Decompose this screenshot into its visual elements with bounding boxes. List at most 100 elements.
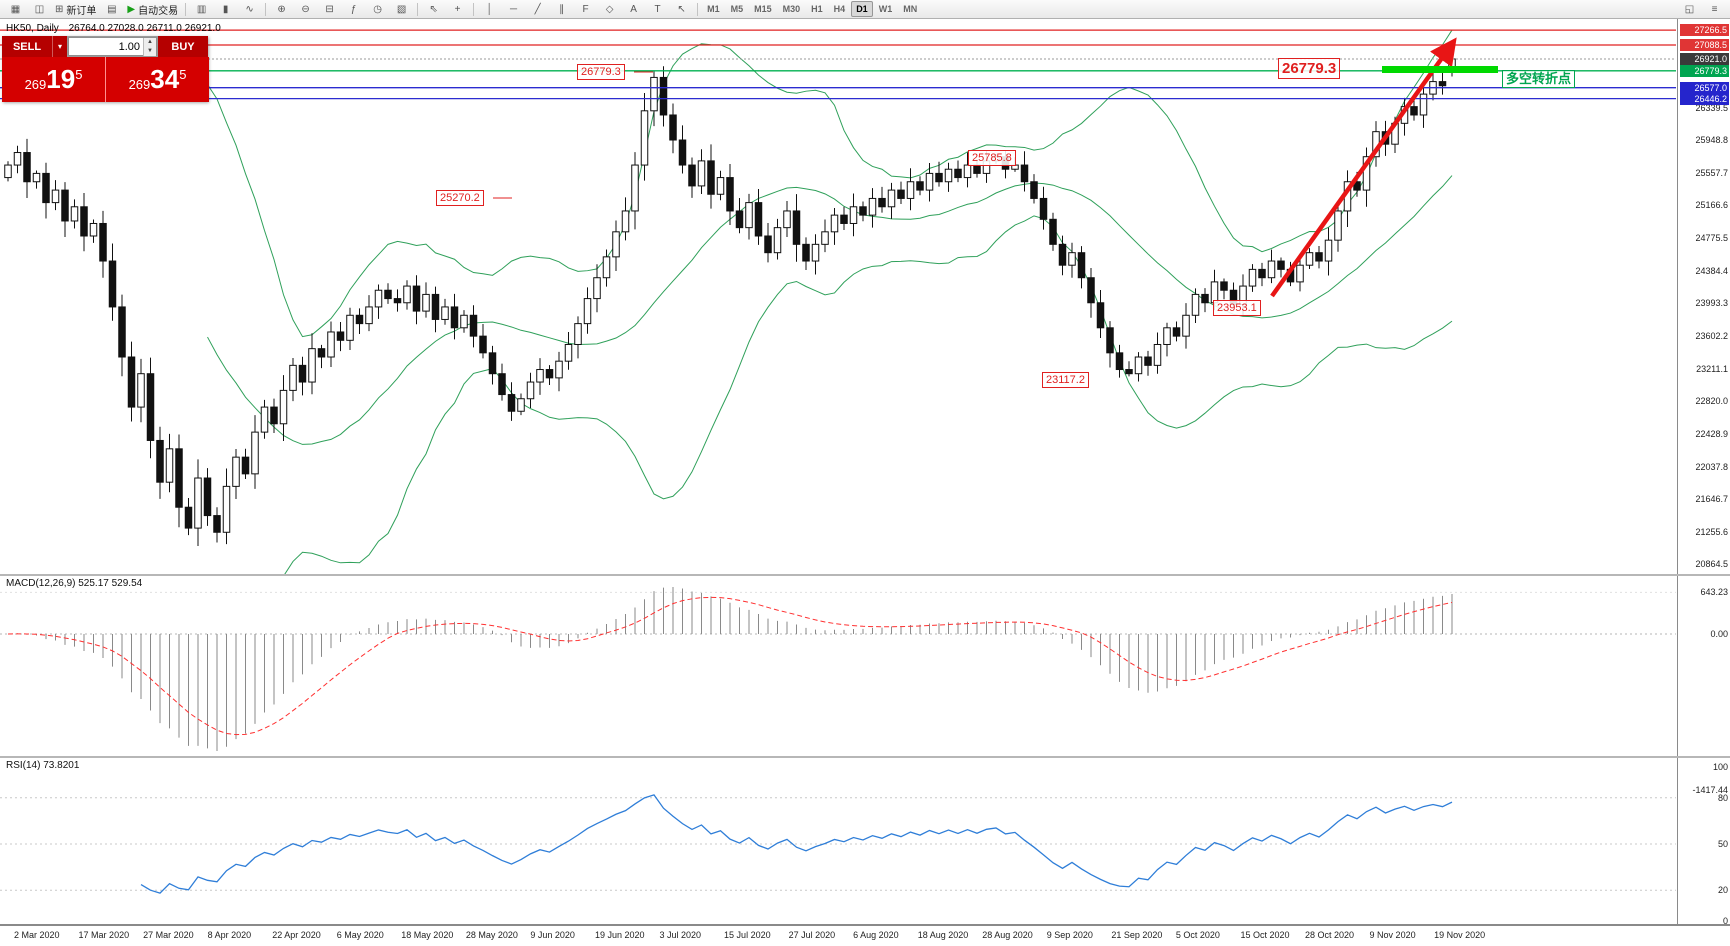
price-scale[interactable]: 26339.5 25948.8 25557.7 25166.6 24775.5 24384… (1677, 19, 1730, 926)
timeframe-h1-button[interactable]: H1 (811, 4, 823, 14)
arrows-icon[interactable]: ↖ (670, 1, 693, 18)
order-type-dropdown[interactable]: ▾ (52, 36, 67, 57)
sell-price-button[interactable]: 269 19 5 (2, 57, 106, 102)
volume-increase-button[interactable]: ▲ (144, 37, 156, 47)
timeframe-m30-button[interactable]: M30 (782, 4, 801, 14)
horizontal-line-icon[interactable]: ─ (502, 1, 525, 18)
date-axis[interactable]: 2 Mar 2020 17 Mar 2020 27 Mar 2020 8 Apr 20… (0, 925, 1730, 946)
price-scale-label: 25948.8 (1695, 135, 1728, 146)
zoom-in-icon[interactable]: ⊕ (270, 1, 293, 18)
trend-arrow[interactable] (1270, 37, 1457, 298)
pane-separator-macd[interactable] (0, 574, 1730, 576)
timeframe-m5-button[interactable]: M5 (730, 4, 744, 14)
toolbar-separator (417, 2, 419, 16)
candlestick-chart-icon: ▮ (222, 3, 229, 15)
timeframe-m1-button[interactable]: M1 (707, 4, 720, 14)
turning-point-note[interactable]: 多空转折点 (1502, 70, 1576, 88)
timeframe-w1-button[interactable]: W1 (878, 4, 893, 14)
rsi-pane-label: RSI(14) 73.8201 (6, 760, 80, 771)
new-chart-icon[interactable]: ◫ (28, 1, 51, 18)
shapes-icon[interactable]: ◇ (598, 1, 621, 18)
pane-separator-rsi[interactable] (0, 756, 1730, 758)
shapes-icon: ◇ (605, 3, 614, 15)
toolbar-separator (265, 2, 267, 16)
tile-windows-icon: ⊟ (325, 3, 334, 15)
options-icon[interactable]: ≡ (1711, 3, 1718, 15)
autotrade-button: ▶ (127, 3, 136, 15)
vertical-line-icon[interactable]: │ (478, 1, 501, 18)
channel-icon: ∥ (559, 3, 565, 15)
fullscreen-icon[interactable]: ◱ (1684, 3, 1695, 15)
autotrade-button[interactable]: ▶ 自动交易 (124, 1, 181, 18)
rsi-scale-label: 0 (1722, 916, 1728, 926)
price-annotation[interactable]: 23953.1 (1213, 300, 1261, 316)
price-scale-label: 23602.2 (1695, 330, 1728, 341)
line-chart-icon[interactable]: ∿ (238, 1, 261, 18)
new-order-button: ⊞ (55, 3, 64, 15)
macd-pane-label: MACD(12,26,9) 525.17 529.54 (6, 578, 143, 589)
price-annotation[interactable]: 25270.2 (436, 190, 484, 206)
timeframe-m15-button[interactable]: M15 (754, 4, 772, 14)
price-tag-27088.5: 27088.5 (1680, 38, 1729, 51)
price-annotation[interactable]: 25785.8 (968, 150, 1016, 166)
text-icon[interactable]: A (622, 1, 645, 18)
price-scale-label: 21646.7 (1695, 494, 1728, 505)
buy-price-prefix: 269 (128, 76, 151, 92)
volume-field[interactable]: 1.00 ▲ ▼ (68, 37, 157, 56)
resistance-highlight-bar[interactable] (1382, 66, 1498, 73)
buy-price-sup: 5 (179, 66, 187, 82)
date-label: 21 Sep 2020 (1111, 930, 1163, 940)
date-label: 8 Apr 2020 (207, 930, 252, 940)
ohlc-values: 26764.0 27028.0 26711.0 26921.0 (68, 23, 221, 34)
price-scale-label: 23211.1 (1696, 363, 1728, 374)
candlestick-chart-icon[interactable]: ▮ (214, 1, 237, 18)
cursor-icon[interactable]: ⇖ (422, 1, 445, 18)
terminal-icon[interactable]: ▦ (4, 1, 27, 18)
trendline-icon[interactable]: ╱ (526, 1, 549, 18)
price-scale-label: 22428.9 (1695, 428, 1728, 439)
volume-value: 1.00 (118, 40, 140, 53)
date-label: 6 May 2020 (336, 930, 384, 940)
buy-button[interactable]: BUY (158, 36, 208, 57)
price-scale-label: 20864.5 (1695, 559, 1728, 570)
volume-decrease-button[interactable]: ▼ (144, 46, 156, 56)
date-label: 28 May 2020 (465, 930, 518, 940)
date-label: 2 Mar 2020 (14, 930, 60, 940)
indicators-icon[interactable]: ƒ (342, 1, 365, 18)
price-scale-label: 22820.0 (1695, 396, 1728, 407)
timeframe-h4-button[interactable]: H4 (833, 4, 846, 14)
new-order-button[interactable]: ⊞ 新订单 (52, 1, 99, 18)
buy-price-button[interactable]: 269 34 5 (106, 57, 209, 102)
channel-icon[interactable]: ∥ (550, 1, 573, 18)
sell-button[interactable]: SELL (2, 36, 52, 57)
periods-icon[interactable]: ◷ (366, 1, 389, 18)
price-annotation[interactable]: 26779.3 (577, 64, 625, 80)
charts-list-icon[interactable]: ▤ (100, 1, 123, 18)
price-annotation[interactable]: 26779.3 (1278, 58, 1341, 79)
fibonacci-icon[interactable]: F (574, 1, 597, 18)
price-scale-label: 21255.6 (1695, 526, 1728, 537)
price-scale-label: 25166.6 (1695, 200, 1728, 211)
bar-chart-icon[interactable]: ▥ (190, 1, 213, 18)
rsi-scale-label: 50 (1717, 839, 1728, 849)
zoom-out-icon[interactable]: ⊖ (294, 1, 317, 18)
fibonacci-icon: F (582, 3, 589, 15)
timeframe-d1-button[interactable]: D1 (851, 1, 873, 17)
indicators-icon: ƒ (350, 3, 357, 15)
crosshair-icon[interactable]: + (446, 1, 469, 18)
price-tag-26921.0: 26921.0 (1680, 52, 1729, 65)
line-chart-icon: ∿ (245, 3, 254, 15)
price-scale-label: 24775.5 (1695, 233, 1728, 244)
macd-scale-label: -1417.44 (1692, 785, 1728, 796)
timeframe-mn-button[interactable]: MN (903, 4, 918, 14)
date-label: 6 Aug 2020 (853, 930, 899, 940)
label-icon[interactable]: T (646, 1, 669, 18)
rsi-scale-label: 20 (1717, 885, 1728, 896)
price-annotation[interactable]: 23117.2 (1042, 372, 1089, 388)
rsi-scale-label: 80 (1717, 792, 1728, 803)
terminal-icon: ▦ (10, 3, 21, 15)
tile-windows-icon[interactable]: ⊟ (318, 1, 341, 18)
price-tag-26446.2: 26446.2 (1680, 92, 1729, 105)
templates-icon[interactable]: ▧ (390, 1, 413, 18)
